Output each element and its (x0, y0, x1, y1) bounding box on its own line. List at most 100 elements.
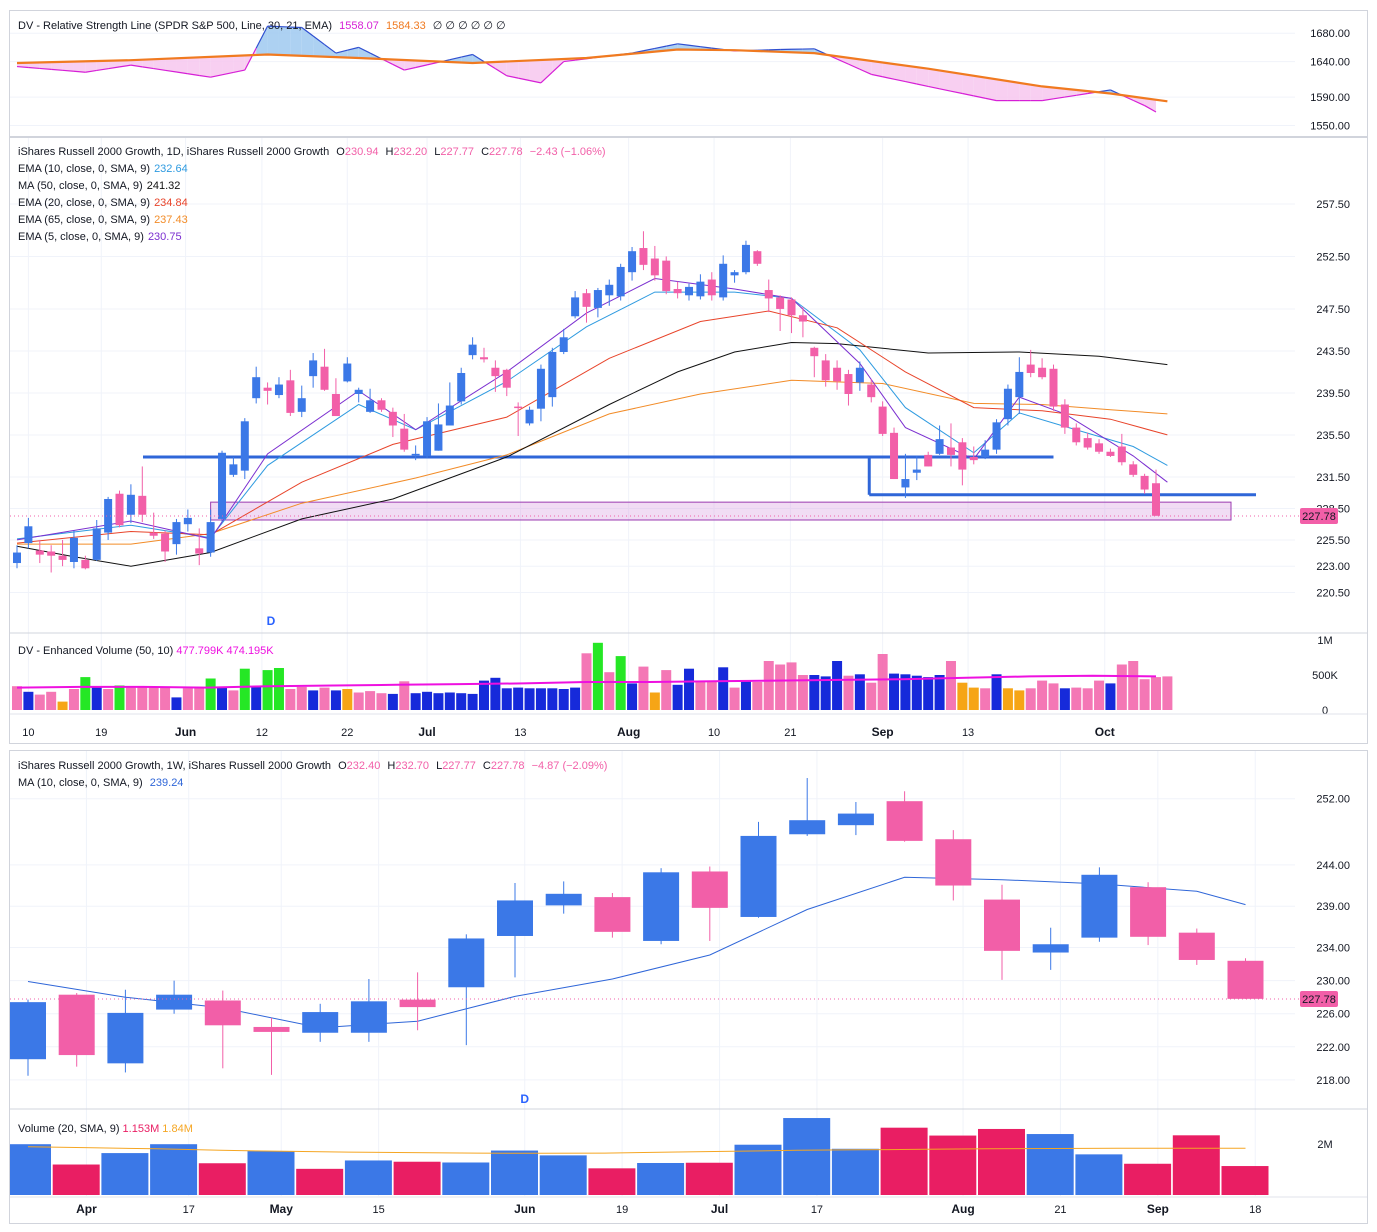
weekly-candle-body[interactable] (10, 1002, 46, 1060)
daily-candlestick-chart[interactable]: 257.50 252.50 247.50 243.50 239.50 235.50 231.… (10, 138, 1367, 743)
candle-body[interactable] (69, 537, 78, 562)
weekly-candle-body[interactable] (156, 994, 193, 1010)
candle-body[interactable] (309, 360, 318, 377)
candle-body[interactable] (183, 517, 192, 525)
candle-body[interactable] (92, 528, 101, 560)
candle-body[interactable] (1106, 451, 1115, 456)
candle-body[interactable] (172, 522, 181, 545)
candle-body[interactable] (787, 299, 796, 316)
candle-body[interactable] (628, 251, 637, 273)
candle-body[interactable] (468, 344, 477, 356)
weekly-candle-body[interactable] (1227, 960, 1264, 999)
weekly-candle-body[interactable] (1178, 932, 1215, 960)
candle-body[interactable] (252, 377, 261, 399)
candle-body[interactable] (514, 406, 523, 409)
candle-body[interactable] (502, 369, 511, 388)
candle-body[interactable] (707, 279, 716, 296)
candle-body[interactable] (992, 422, 1001, 450)
weekly-candle-body[interactable] (643, 872, 680, 941)
candle-body[interactable] (138, 495, 147, 515)
candle-body[interactable] (924, 454, 933, 467)
candle-body[interactable] (13, 552, 21, 564)
candle-body[interactable] (206, 522, 215, 553)
weekly-candle-body[interactable] (1032, 944, 1069, 953)
candle-body[interactable] (821, 360, 830, 381)
candle-body[interactable] (525, 409, 534, 424)
candle-body[interactable] (662, 260, 671, 292)
candle-body[interactable] (115, 493, 124, 526)
weekly-candle-body[interactable] (691, 871, 728, 908)
candle-body[interactable] (366, 400, 375, 412)
weekly-candle-body[interactable] (1081, 874, 1118, 938)
candle-body[interactable] (650, 258, 659, 276)
candle-body[interactable] (582, 293, 591, 307)
candle-body[interactable] (297, 398, 306, 412)
weekly-candle-body[interactable] (107, 1012, 144, 1064)
candle-body[interactable] (981, 449, 990, 457)
candle-body[interactable] (24, 526, 33, 544)
weekly-candle-body[interactable] (448, 938, 485, 988)
weekly-candle-body[interactable] (1130, 887, 1167, 937)
weekly-candle-body[interactable] (594, 897, 631, 932)
candle-body[interactable] (1152, 483, 1160, 516)
candle-body[interactable] (1060, 404, 1069, 428)
candle-body[interactable] (867, 384, 876, 398)
candle-body[interactable] (35, 550, 44, 555)
candle-body[interactable] (673, 288, 682, 294)
candle-body[interactable] (457, 372, 466, 402)
candle-body[interactable] (229, 464, 238, 475)
candle-body[interactable] (1072, 427, 1081, 443)
candle-body[interactable] (274, 384, 283, 396)
candle-body[interactable] (286, 380, 295, 413)
candle-body[interactable] (878, 406, 887, 434)
weekly-candle-body[interactable] (302, 1012, 339, 1033)
candle-body[interactable] (161, 533, 170, 552)
candle-body[interactable] (343, 363, 352, 382)
candle-body[interactable] (639, 248, 648, 265)
weekly-candle-body[interactable] (58, 994, 95, 1056)
weekly-candle-body[interactable] (740, 835, 777, 917)
candle-body[interactable] (685, 286, 694, 296)
candle-body[interactable] (1026, 364, 1035, 373)
candle-body[interactable] (479, 357, 488, 360)
candle-body[interactable] (798, 315, 807, 322)
candle-body[interactable] (1038, 367, 1047, 378)
candle-body[interactable] (559, 337, 568, 352)
candle-body[interactable] (58, 555, 67, 560)
candle-body[interactable] (126, 494, 135, 515)
weekly-candlestick-chart[interactable]: 260.00252.00244.00239.00234.00230.00226.… (10, 751, 1367, 1223)
candle-body[interactable] (616, 266, 625, 297)
weekly-candle-body[interactable] (497, 900, 533, 936)
candle-body[interactable] (593, 290, 602, 308)
weekly-candle-body[interactable] (837, 813, 874, 826)
candle-body[interactable] (548, 351, 557, 398)
candle-body[interactable] (958, 442, 967, 470)
candle-body[interactable] (218, 452, 227, 519)
candle-body[interactable] (491, 367, 500, 377)
candle-body[interactable] (1049, 368, 1058, 407)
candle-body[interactable] (901, 479, 910, 488)
candle-body[interactable] (571, 297, 580, 317)
candle-body[interactable] (400, 428, 409, 450)
weekly-candle-body[interactable] (789, 820, 826, 835)
candle-body[interactable] (844, 374, 853, 394)
candle-body[interactable] (912, 469, 921, 473)
candle-body[interactable] (810, 347, 819, 357)
candle-body[interactable] (833, 367, 842, 382)
candle-body[interactable] (445, 405, 454, 426)
candle-body[interactable] (263, 387, 272, 391)
candle-body[interactable] (240, 421, 249, 471)
weekly-candle-body[interactable] (253, 1026, 290, 1032)
candle-body[interactable] (354, 389, 363, 394)
weekly-candle-body[interactable] (984, 899, 1020, 951)
candle-body[interactable] (1083, 438, 1092, 448)
candle-body[interactable] (149, 532, 158, 536)
candle-body[interactable] (377, 400, 386, 410)
candle-body[interactable] (696, 281, 705, 297)
weekly-candle-body[interactable] (545, 893, 582, 906)
candle-body[interactable] (605, 284, 614, 296)
candle-body[interactable] (1095, 443, 1104, 452)
candle-body[interactable] (411, 453, 420, 456)
candle-body[interactable] (1140, 475, 1149, 490)
candle-body[interactable] (946, 447, 955, 455)
